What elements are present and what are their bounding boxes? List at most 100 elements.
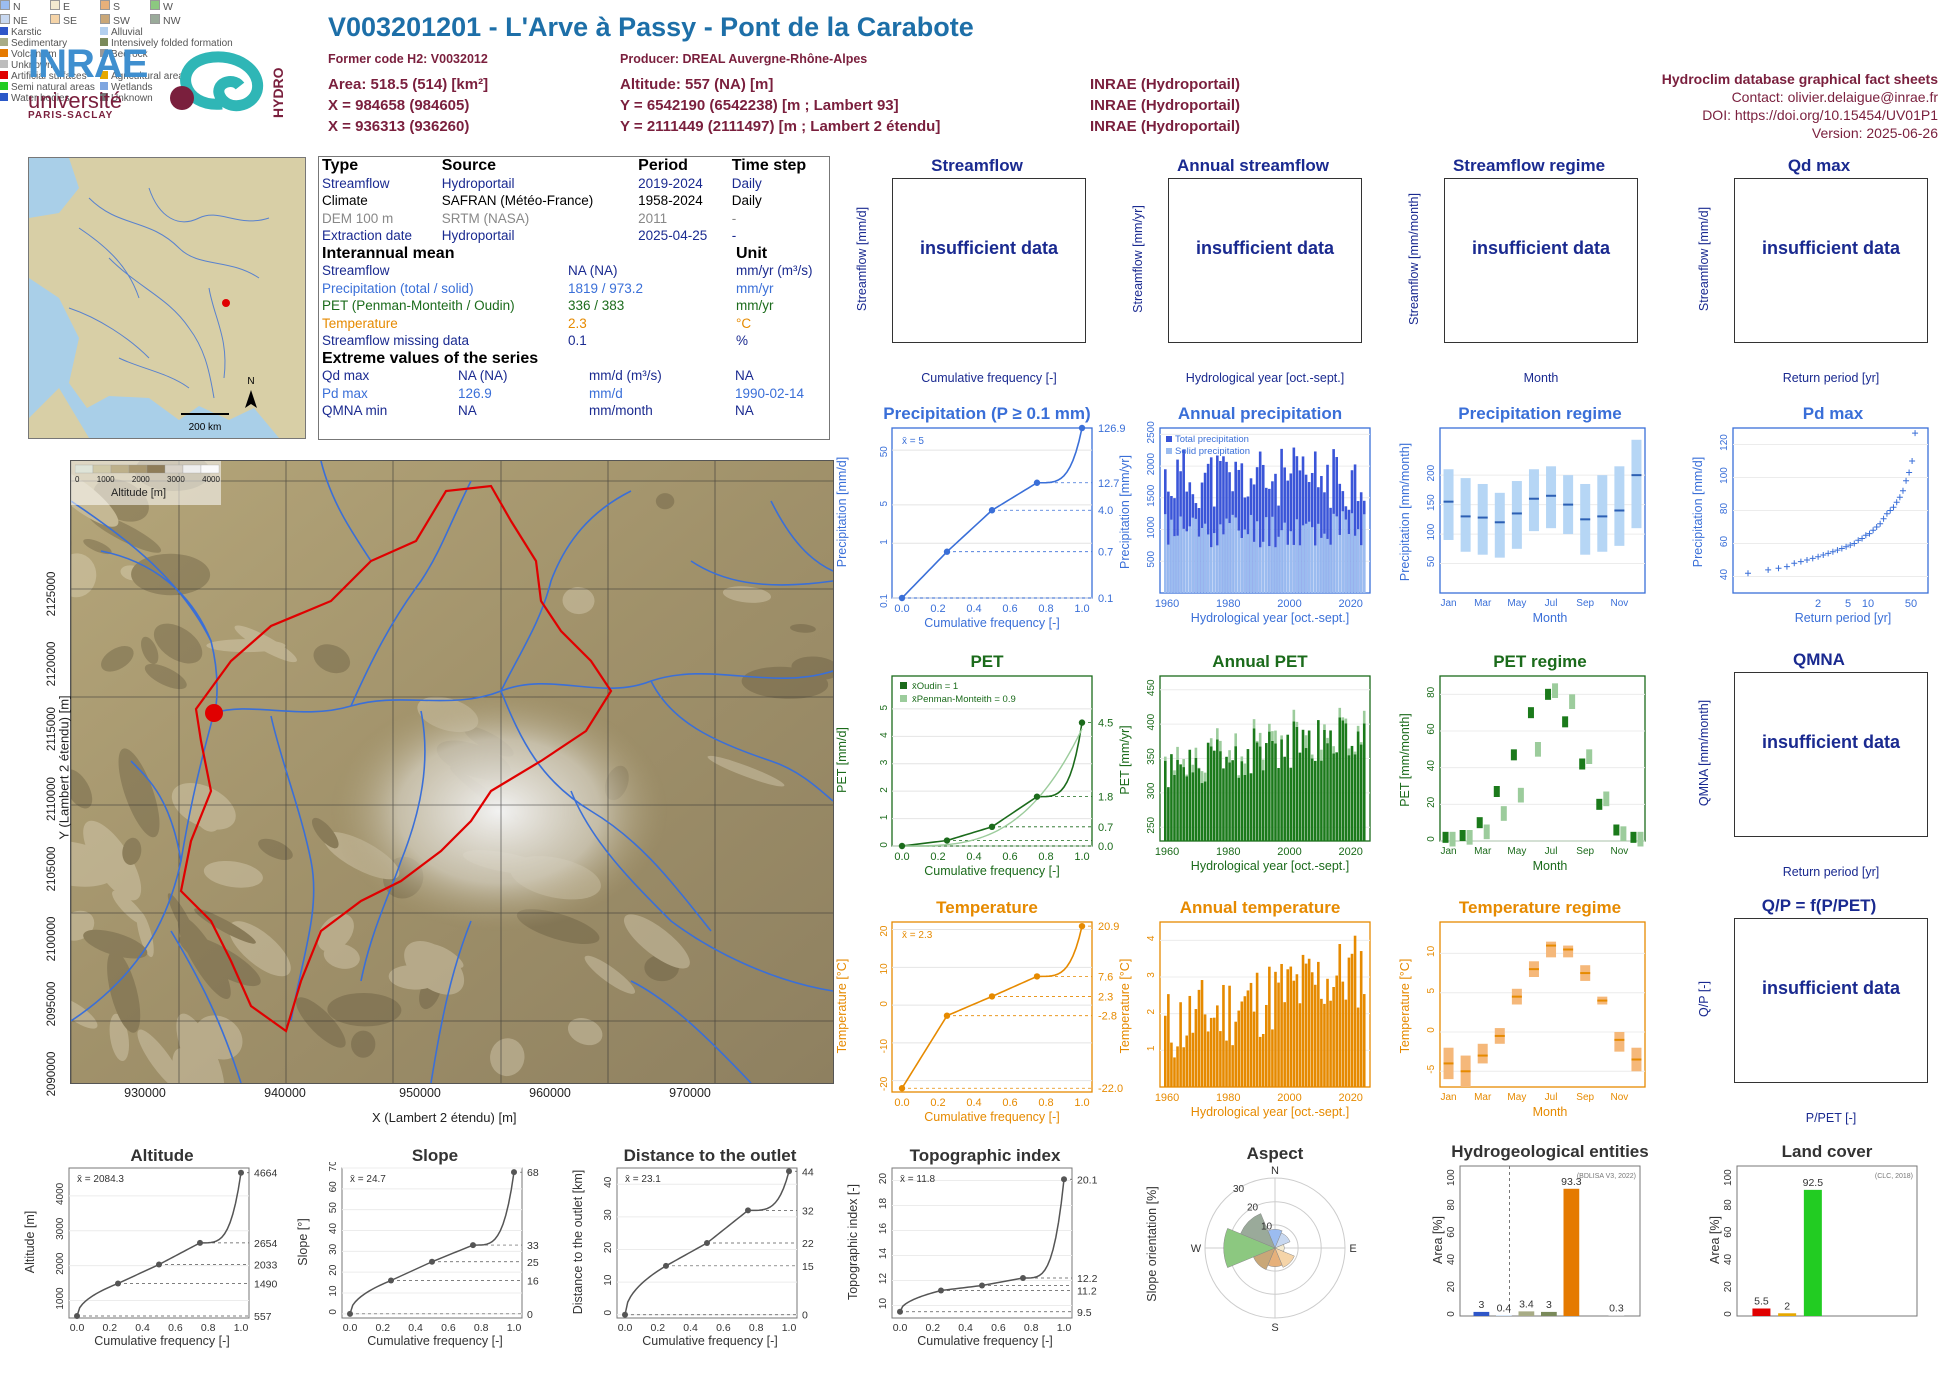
landcover-bar — [1778, 1313, 1797, 1316]
svg-text:50: 50 — [328, 1202, 339, 1214]
streamflow_regime-title: Streamflow regime — [1452, 156, 1606, 175]
annual_temp-bar — [1329, 1000, 1332, 1087]
annual_temp-bar — [1258, 1036, 1262, 1087]
qd_max-xlabel: Return period [yr] — [1782, 371, 1880, 385]
pd-max-point — [1834, 547, 1841, 554]
annual_temp-bar — [1347, 957, 1351, 1087]
annual_pet-bar — [1185, 776, 1189, 841]
pet-point — [988, 823, 996, 831]
svg-text:-20: -20 — [879, 1076, 890, 1091]
topo-xtick: 0.0 — [893, 1322, 908, 1334]
annual_precip-bar — [1206, 534, 1210, 593]
annual_temp-bar — [1332, 987, 1335, 1087]
annual_precip-bar — [1216, 545, 1219, 593]
qd_max-title: Qd max — [1787, 156, 1851, 175]
annual_pet-bar — [1188, 749, 1192, 841]
annual_precip-bar — [1206, 463, 1210, 593]
svg-text:20: 20 — [1446, 1281, 1457, 1293]
annual_pet-bar — [1200, 783, 1204, 841]
svg-text:3: 3 — [1146, 972, 1157, 978]
annual_temp-bar — [1170, 1042, 1173, 1087]
annual_precip-bar — [1191, 517, 1195, 593]
pet-xtick: 0.0 — [894, 851, 909, 863]
aspect-direction-label: N — [1271, 1165, 1279, 1177]
precip_regime-box — [1614, 466, 1625, 546]
annual_precip-bar — [1194, 518, 1198, 593]
annual_temp-bar — [1240, 1001, 1244, 1087]
slope-xtick: 0.6 — [441, 1322, 456, 1334]
hydrogeo-bar-label: 0.3 — [1609, 1303, 1624, 1315]
doi: DOI: https://doi.org/10.15454/UV01P1 — [1702, 107, 1938, 123]
pd-max-point — [1912, 430, 1919, 437]
annual_precip-xtick: 2020 — [1338, 598, 1362, 610]
pd-max-xlabel: Return period [yr] — [1794, 611, 1892, 625]
pd-max-point — [1797, 558, 1804, 565]
temp_regime-xtick: Nov — [1610, 1092, 1628, 1103]
annual_pet-bar — [1258, 746, 1262, 841]
svg-text:0.1: 0.1 — [879, 594, 890, 608]
distance-point — [663, 1262, 669, 1269]
annual_precip-bar — [1274, 547, 1277, 593]
annual_precip-bar — [1231, 514, 1234, 593]
pd-max-point — [1877, 520, 1884, 527]
landcover-legend-item: Artificial surfaces — [0, 71, 100, 82]
temp-point — [943, 1012, 951, 1019]
precip_regime-box — [1477, 483, 1488, 555]
annual_precip-bar — [1173, 536, 1176, 593]
pd-max-point — [1896, 494, 1903, 501]
annual_pet-bar — [1222, 768, 1225, 841]
svg-text:20: 20 — [878, 1173, 889, 1185]
basin-map-xtick: 970000 — [669, 1086, 711, 1100]
annual_precip-bar — [1350, 513, 1354, 593]
distance-title: Distance to the outlet — [623, 1146, 797, 1165]
aspect-direction-label: S — [1271, 1322, 1278, 1334]
pet_regime-xtick: Jul — [1545, 846, 1558, 857]
annual_pet-bar — [1194, 757, 1198, 841]
annual_precip-bar — [1258, 451, 1262, 593]
aspect-legend-item: W — [150, 0, 200, 13]
temp_regime-ylabel: Temperature [°C] — [1398, 958, 1412, 1054]
annual_pet-bar — [1167, 787, 1170, 841]
svg-text:20: 20 — [603, 1242, 614, 1254]
qd_max-ylabel: Streamflow [mm/d] — [1697, 206, 1711, 312]
annual_temp-chart: 1 2 3 4 1960 1980 2000 2020 — [1146, 921, 1371, 1104]
aspect-wedge — [1274, 1247, 1295, 1268]
annual_precip-bar — [1353, 535, 1357, 593]
precip_regime-box — [1546, 466, 1557, 529]
area: Area: 518.5 (514) [km²] — [328, 76, 489, 93]
topo-quantile-label: 11.2 — [1077, 1286, 1097, 1298]
slope-point — [511, 1169, 517, 1176]
precip_regime-xtick: Sep — [1576, 598, 1594, 609]
annual_precip-bar — [1313, 451, 1317, 593]
annual_pet-bar — [1326, 743, 1329, 841]
annual_pet-bar — [1249, 773, 1253, 841]
svg-text:x̄ = 2.3: x̄ = 2.3 — [902, 930, 933, 941]
distance-point — [622, 1311, 628, 1318]
info-row-climate: Climate SAFRAN (Météo-France) 1958-2024 Dai… — [322, 193, 762, 208]
annual_pet-bar — [1261, 770, 1265, 841]
temp-xtick: 1.0 — [1074, 1097, 1089, 1109]
temp-xtick: 0.4 — [966, 1097, 981, 1109]
annual_temp-bar — [1167, 994, 1170, 1087]
temp-quantile-label: 2.3 — [1098, 991, 1113, 1003]
mean-row-temp: Temperature 2.3 °C — [322, 315, 752, 331]
annual_temp-bar — [1212, 1017, 1216, 1087]
mean-row-precip: Precipitation (total / solid) 1819 / 973.… — [322, 280, 774, 296]
svg-text:1: 1 — [879, 539, 890, 545]
svg-text:10: 10 — [1426, 945, 1437, 957]
annual_pet-bar — [1265, 743, 1268, 841]
inset-map: N 200 km — [28, 157, 306, 439]
pd-max-point — [1765, 566, 1772, 573]
qp-message: insufficient data — [1761, 978, 1900, 998]
annual_temp-bar — [1268, 966, 1271, 1087]
pet_regime-box — [1586, 749, 1593, 764]
altitude-xtick: 0.0 — [70, 1322, 85, 1334]
pet_regime-box — [1534, 742, 1541, 757]
aspect-direction-label: E — [1349, 1243, 1356, 1255]
pet-ylabel: PET [mm/d] — [835, 727, 849, 793]
annual_pet-bar — [1216, 739, 1219, 841]
svg-text:300: 300 — [1146, 782, 1157, 799]
annual_precip-bar — [1179, 516, 1182, 593]
annual_precip-bar — [1347, 533, 1351, 593]
